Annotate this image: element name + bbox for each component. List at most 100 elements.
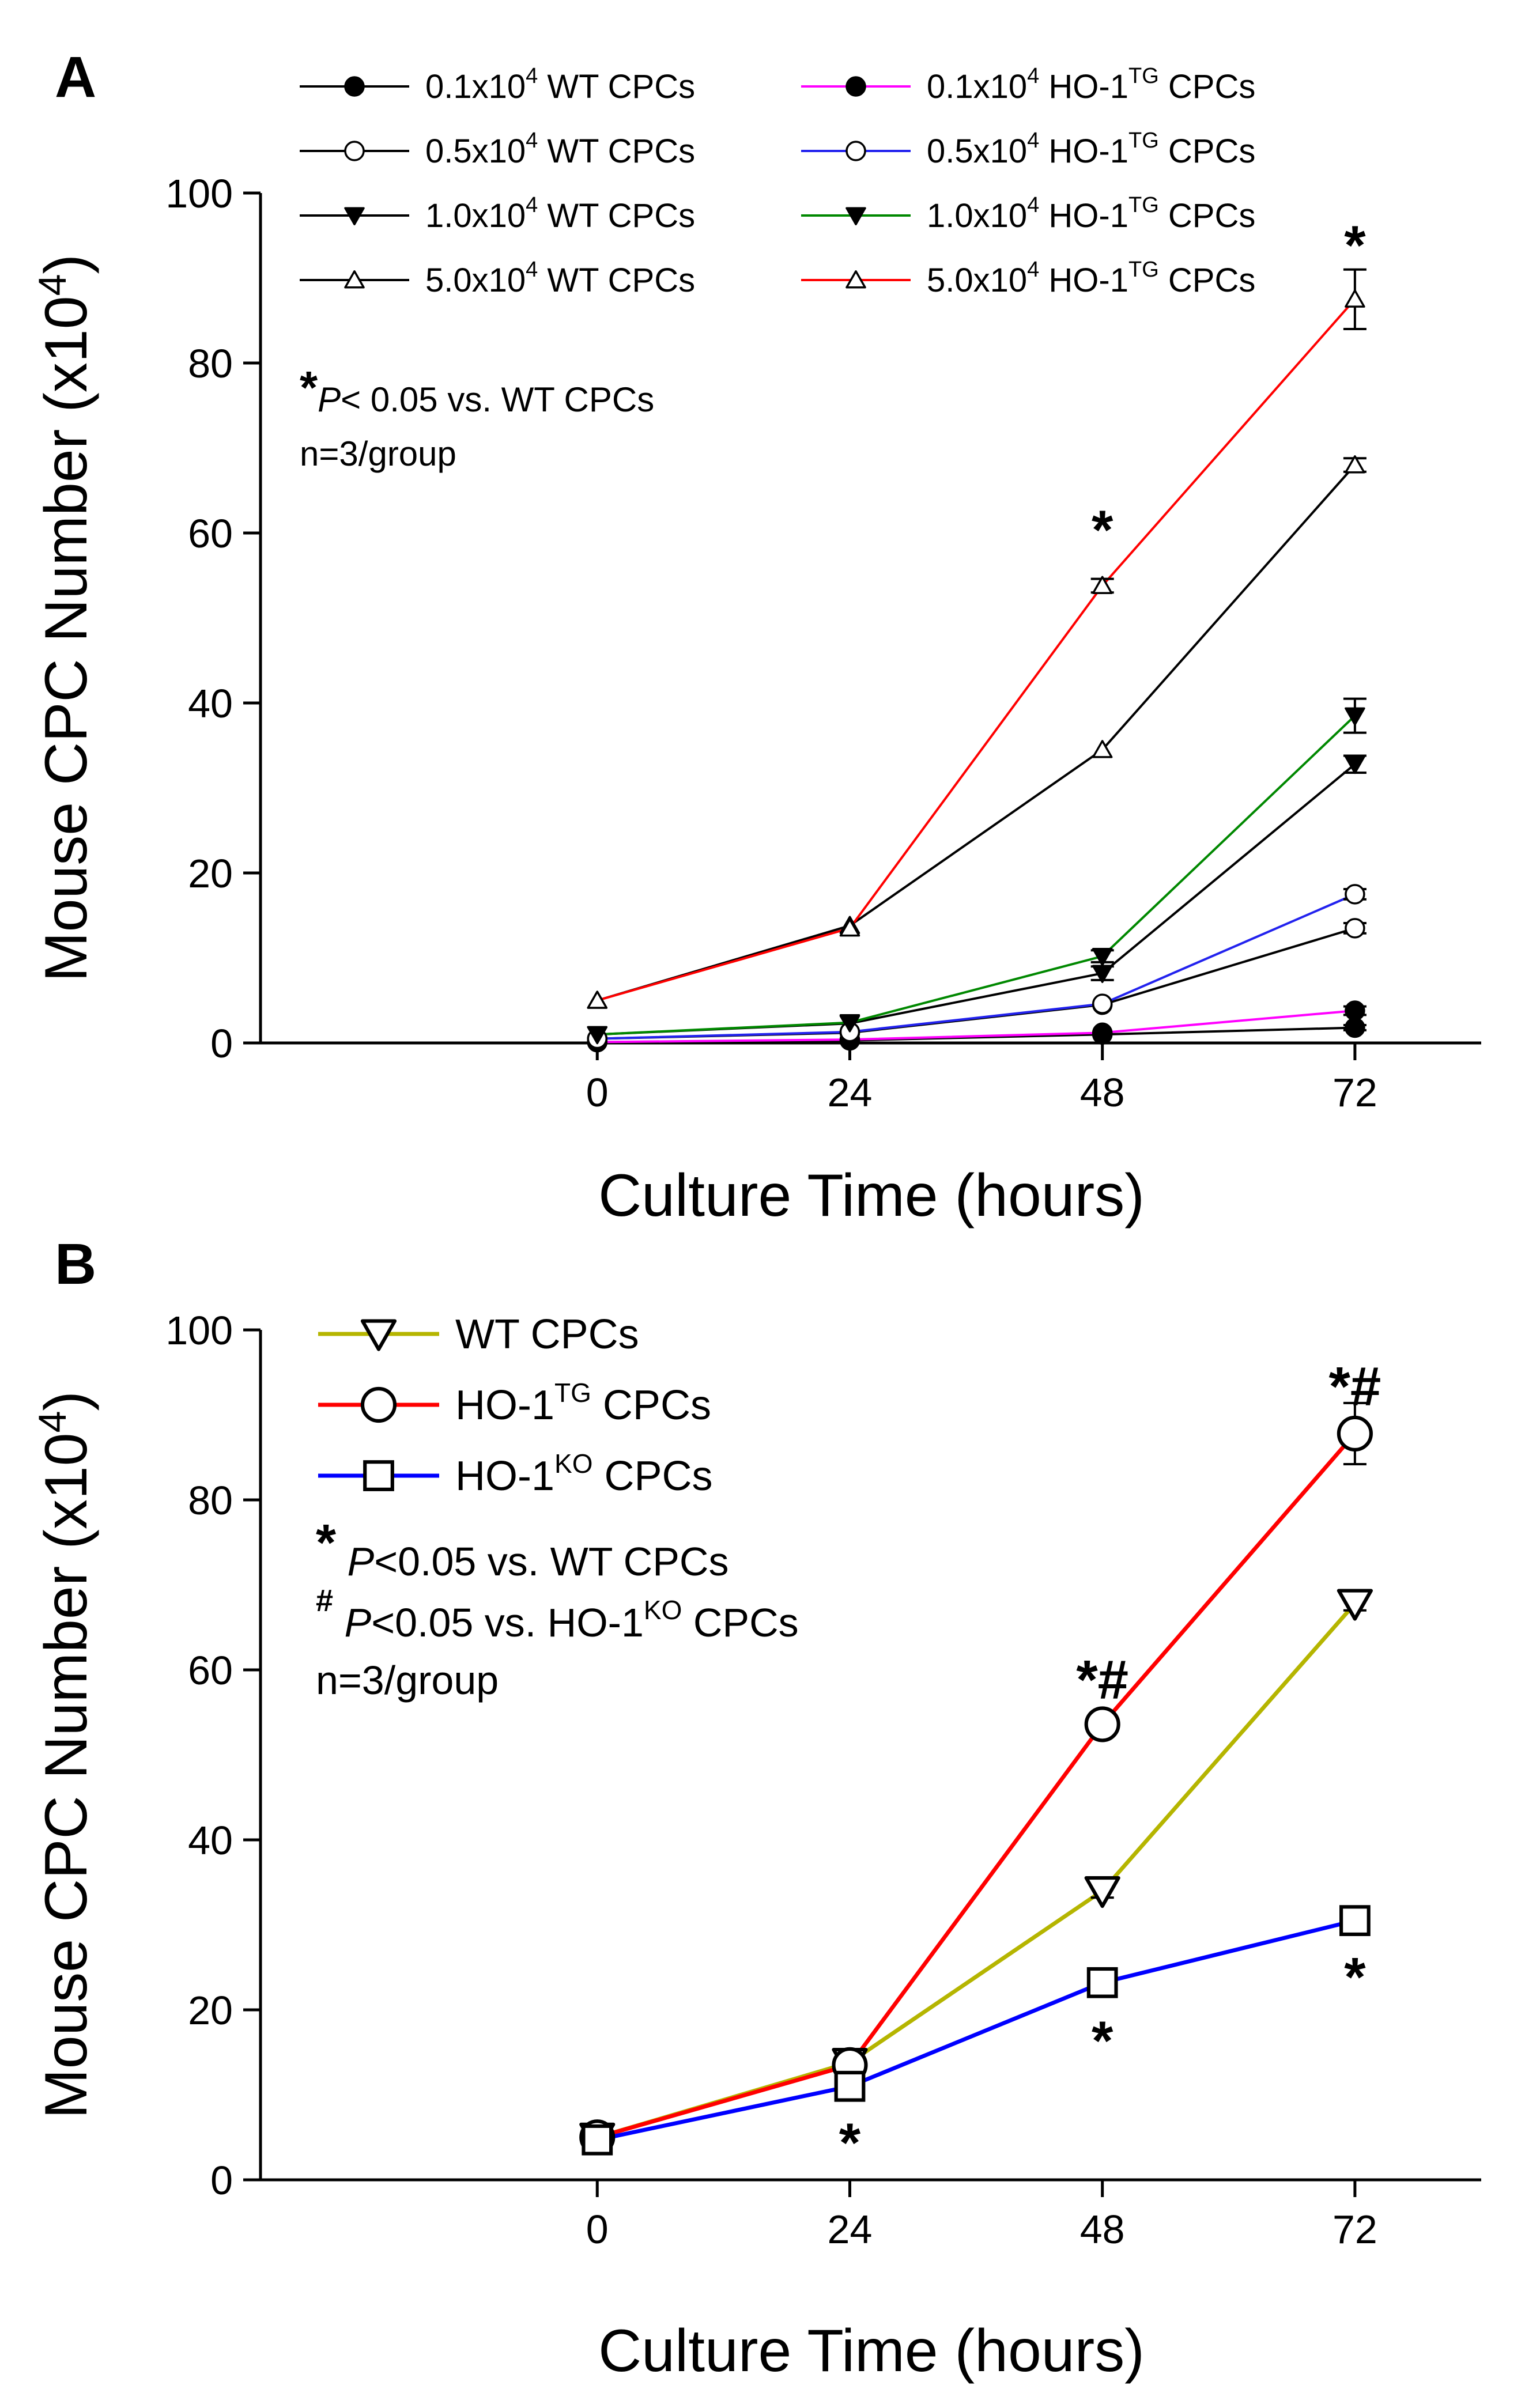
legend-marker-icon [845, 270, 866, 289]
y-tick-label: 20 [188, 851, 233, 896]
x-tick-label: 48 [1080, 1070, 1125, 1115]
data-point-tg05 [1345, 884, 1365, 905]
data-point-tg50 [1092, 576, 1113, 595]
data-point-tg10 [1345, 707, 1365, 726]
data-point-ko [1339, 1905, 1371, 1937]
data-point-tg10 [1092, 947, 1113, 966]
panel-b-significance-note: * P<0.05 vs. WT CPCs# P<0.05 vs. HO-1KO … [316, 1514, 799, 1703]
x-tick-label: 24 [828, 1070, 873, 1115]
series-line-tg05 [597, 893, 1356, 1040]
panel-a-x-axis-label: Culture Time (hours) [598, 1162, 1145, 1229]
legend-item-tg10: 1.0x104 HO-1TG CPCs [801, 193, 1255, 235]
legend-item-tg01: 0.1x104 HO-1TG CPCs [801, 64, 1255, 105]
note-p-value-wt: * P<0.05 vs. WT CPCs [316, 1514, 728, 1584]
significance-marker: * [1092, 2010, 1113, 2072]
legend-label: 1.0x104 HO-1TG CPCs [927, 193, 1255, 235]
legend-item-ko: HO-1KO CPCs [318, 1449, 713, 1499]
note-n: n=3/group [316, 1658, 499, 1703]
data-point-wt50 [1345, 455, 1365, 474]
legend-label: 0.1x104 HO-1TG CPCs [927, 64, 1255, 105]
data-point-tg [1337, 1415, 1373, 1452]
panel-b-legend: WT CPCs HO-1TG CPCs HO-1KO CPCs [318, 1311, 713, 1499]
note-p-value: *P< 0.05 vs. WT CPCs [300, 362, 654, 419]
x-tick-label: 72 [1333, 2207, 1377, 2252]
legend-label: 0.5x104 HO-1TG CPCs [927, 128, 1255, 170]
legend-label: 0.5x104 WT CPCs [425, 128, 695, 170]
significance-marker: * [839, 2112, 861, 2174]
data-point-tg01 [1092, 1022, 1113, 1044]
series-line-tg50 [597, 298, 1356, 1002]
data-point-tg50 [1345, 289, 1365, 308]
data-point-ko [582, 2124, 613, 2156]
panel-b-y-axis-label: Mouse CPC Number (x104) [31, 1391, 100, 2119]
legend-item-tg50: 5.0x104 HO-1TG CPCs [801, 258, 1255, 299]
panel-b-series [579, 1401, 1373, 2156]
note-p-value-ko: # P<0.05 vs. HO-1KO CPCs [316, 1575, 799, 1645]
y-tick-label: 100 [165, 1308, 233, 1353]
panel-b-axes: 0 20 40 60 80 100 0 24 48 72 [165, 1308, 1481, 2252]
data-point-wt01 [1345, 1017, 1365, 1038]
legend-marker-icon [360, 1386, 397, 1423]
note-n: n=3/group [300, 434, 456, 473]
series-line-wt10 [597, 763, 1356, 1036]
y-tick-label: 0 [210, 2158, 233, 2203]
legend-marker-icon [363, 1460, 394, 1491]
y-tick-label: 80 [188, 1478, 233, 1523]
panel-b-annotations: *# *# * * * [839, 1356, 1381, 2174]
x-tick-label: 48 [1080, 2207, 1125, 2252]
significance-marker: *# [1076, 1649, 1128, 1711]
y-tick-label: 0 [210, 1021, 233, 1066]
legend-marker-icon [845, 141, 866, 161]
x-tick-label: 24 [828, 2207, 873, 2252]
legend-marker-icon [344, 207, 365, 225]
legend-label: 5.0x104 WT CPCs [425, 258, 695, 299]
y-tick-label: 80 [188, 341, 233, 386]
significance-marker: * [1344, 1946, 1366, 2008]
legend-label: HO-1TG CPCs [455, 1378, 711, 1428]
legend-item-wt: WT CPCs [318, 1311, 639, 1358]
legend-marker-icon [845, 207, 866, 225]
legend-item-wt50: 5.0x104 WT CPCs [300, 258, 695, 299]
data-point-wt05 [1345, 918, 1365, 939]
significance-marker: *# [1329, 1356, 1381, 1417]
legend-item-tg05: 0.5x104 HO-1TG CPCs [801, 128, 1255, 170]
series-line-wt [597, 1602, 1357, 2139]
y-tick-label: 40 [188, 681, 233, 726]
data-point-wt [1337, 1589, 1373, 1621]
panel-a-significance-note: *P< 0.05 vs. WT CPCs n=3/group [300, 362, 654, 473]
series-line-tg01 [597, 1009, 1356, 1044]
legend-item-wt05: 0.5x104 WT CPCs [300, 128, 695, 170]
data-point-tg50 [587, 991, 608, 1009]
data-point-tg01 [1345, 1000, 1365, 1021]
series-line-wt50 [597, 464, 1356, 1002]
x-tick-label: 0 [586, 2207, 609, 2252]
series-line-ko [597, 1918, 1356, 2142]
legend-label: 1.0x104 WT CPCs [425, 193, 695, 235]
y-tick-label: 60 [188, 511, 233, 556]
legend-item-wt10: 1.0x104 WT CPCs [300, 193, 695, 235]
data-point-wt10 [1345, 755, 1365, 774]
data-point-tg50 [839, 918, 860, 937]
legend-marker-icon [344, 76, 365, 97]
x-tick-label: 72 [1333, 1070, 1377, 1115]
data-point-tg10 [839, 1014, 860, 1033]
y-axis-label-text: Mouse CPC Number (x104) [31, 1391, 100, 2119]
y-tick-label: 100 [165, 171, 233, 216]
legend-marker-icon [344, 141, 365, 161]
panel-a-letter: A [55, 45, 96, 109]
data-point-wt50 [1092, 740, 1113, 758]
data-point-ko [1086, 1967, 1118, 1998]
legend-item-wt01: 0.1x104 WT CPCs [300, 64, 695, 105]
legend-label: WT CPCs [455, 1311, 639, 1358]
data-point-tg10 [587, 1026, 608, 1045]
panel-a-series [587, 268, 1367, 1053]
legend-label: HO-1KO CPCs [455, 1449, 713, 1499]
series-line-tg [597, 1432, 1357, 2139]
y-tick-label: 40 [188, 1818, 233, 1863]
data-point-wt [1084, 1876, 1120, 1908]
significance-marker: * [1092, 500, 1113, 561]
data-point-tg [1084, 1706, 1120, 1742]
panel-b-x-axis-label: Culture Time (hours) [598, 2318, 1145, 2384]
y-axis-label-text: Mouse CPC Number (x104) [31, 254, 100, 982]
